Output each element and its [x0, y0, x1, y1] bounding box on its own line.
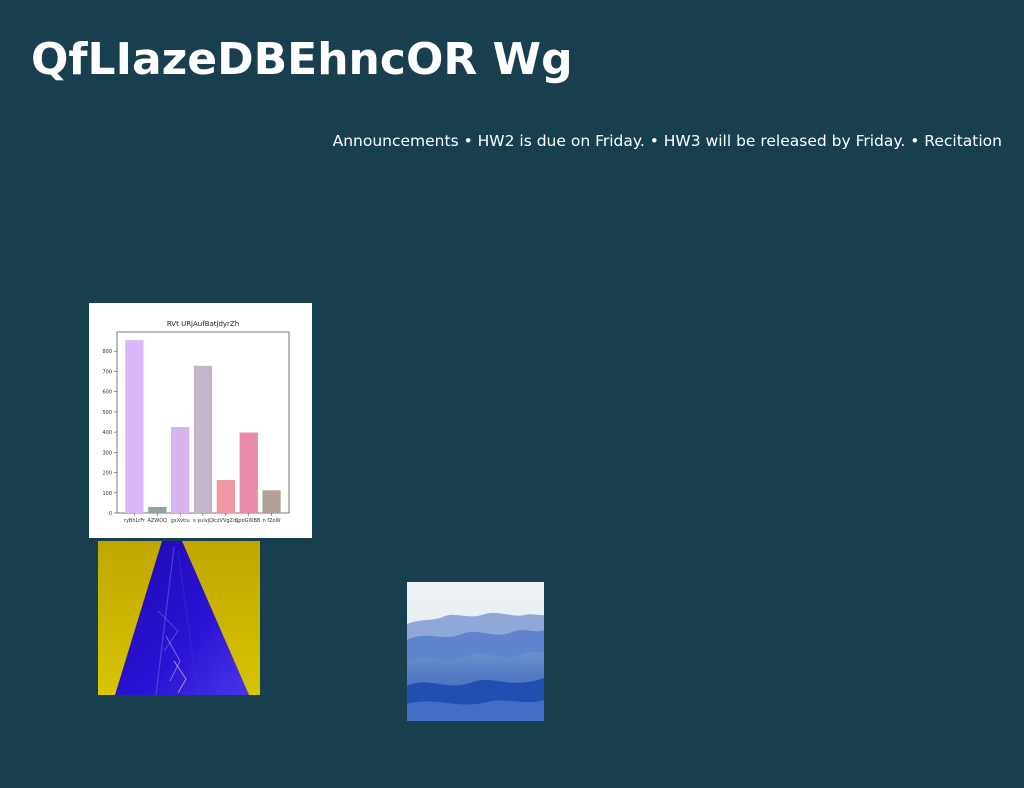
yellow-blue-triangle-image	[98, 541, 260, 695]
x-tick-label: jpoGWBB	[236, 518, 261, 524]
x-tick-label: ryBhLrFr	[124, 518, 146, 524]
y-axis: 0 100 200 300 400 500 600 700 800	[102, 349, 117, 517]
y-tick-label: 100	[102, 491, 112, 497]
y-tick-label: 300	[102, 450, 112, 456]
y-tick-label: 400	[102, 430, 112, 436]
x-tick-label: lczVVgZdL	[213, 518, 239, 524]
bar	[193, 365, 213, 513]
x-axis: ryBhLrFr AZWOQ gxXvtiu s yulvjQ lczVVgZdLjpo…	[124, 513, 281, 524]
bar-chart: RVt URjAufBatjdyrZh 0 100 200 300 400 500 600 7…	[102, 320, 290, 524]
bar-chart-image: RVt URjAufBatjdyrZh 0 100 200 300 400 500 600 7…	[89, 303, 312, 538]
bar	[262, 490, 281, 513]
bar	[239, 432, 258, 513]
x-tick-label: AZWOQ	[147, 518, 167, 524]
y-tick-label: 600	[102, 390, 112, 396]
bar-series	[125, 340, 281, 513]
x-tick-label: n fZoW	[263, 518, 281, 524]
x-tick-label: gxXvtiu	[171, 518, 190, 524]
chart-title: RVt URjAufBatjdyrZh	[167, 320, 239, 328]
y-tick-label: 800	[102, 349, 112, 355]
announcement-ticker[interactable]: Announcements • HW2 is due on Friday. • …	[332, 132, 1002, 150]
y-tick-label: 500	[102, 410, 112, 416]
bar	[125, 340, 144, 513]
x-tick-label: s yulvjQ	[193, 518, 213, 524]
bar	[171, 427, 190, 513]
page-title: QfLIazeDBEhncOR Wg	[31, 34, 573, 85]
y-tick-label: 700	[102, 369, 112, 375]
blue-dunes-image	[407, 582, 544, 721]
bar	[148, 506, 167, 513]
bar	[216, 480, 235, 513]
y-tick-label: 0	[109, 511, 112, 517]
y-tick-label: 200	[102, 471, 112, 477]
